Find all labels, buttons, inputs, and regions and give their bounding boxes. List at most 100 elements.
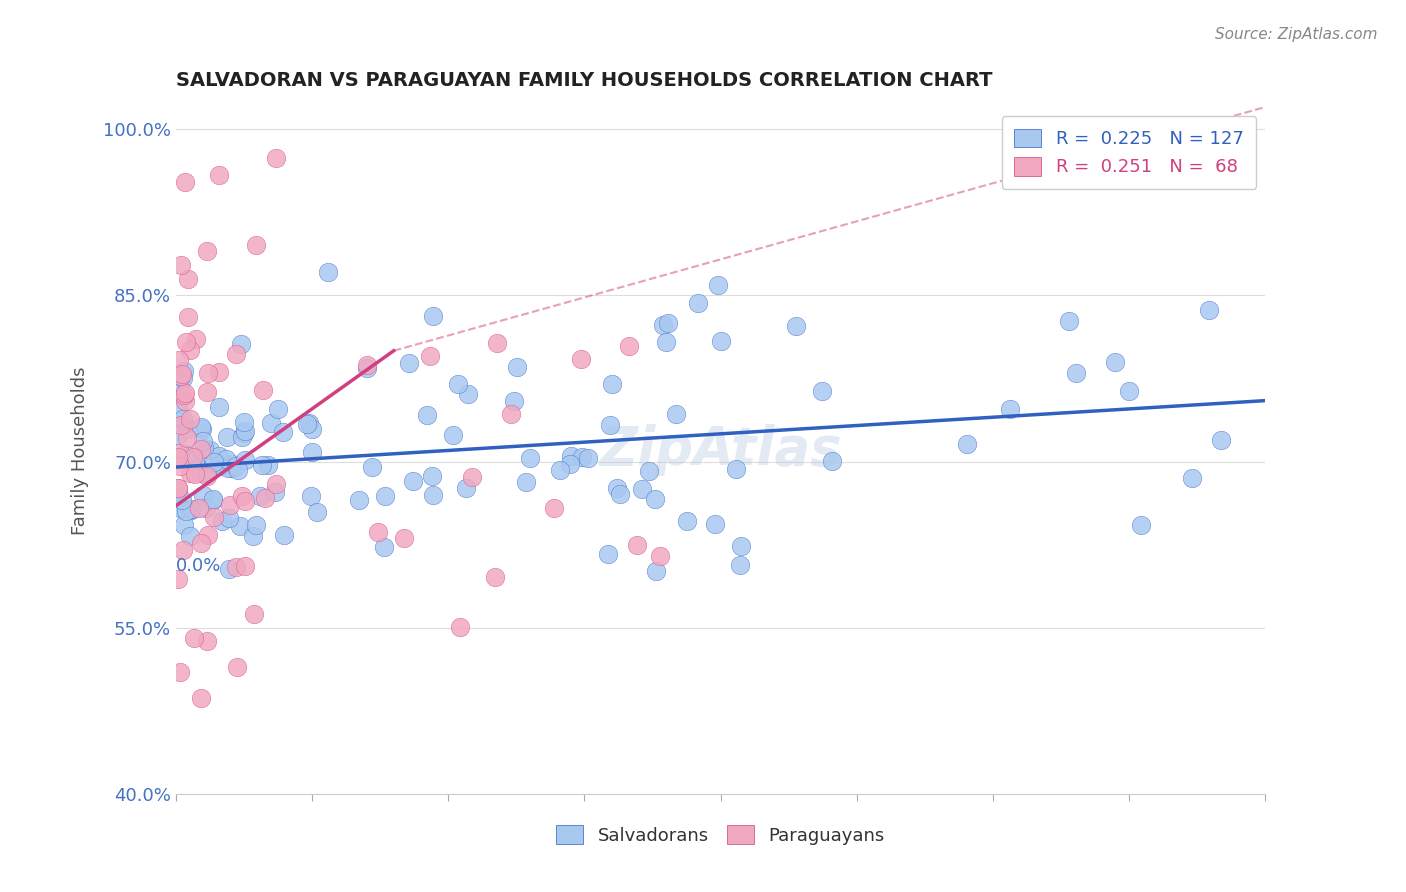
Point <box>197 528 219 542</box>
Point <box>644 564 666 578</box>
Point <box>609 487 631 501</box>
Point <box>201 492 224 507</box>
Point <box>208 401 231 415</box>
Point <box>167 428 190 442</box>
Point <box>1198 302 1220 317</box>
Point <box>548 463 571 477</box>
Point <box>167 481 190 495</box>
Point <box>422 488 444 502</box>
Point <box>730 539 752 553</box>
Point <box>208 365 231 379</box>
Point <box>169 500 191 515</box>
Point <box>188 501 211 516</box>
Point <box>195 468 218 483</box>
Point <box>225 660 247 674</box>
Point <box>543 500 565 515</box>
Point <box>172 371 194 385</box>
Point <box>267 402 290 417</box>
Point <box>167 572 190 586</box>
Point <box>195 500 218 515</box>
Point <box>250 458 273 472</box>
Point <box>367 525 389 540</box>
Point <box>242 529 264 543</box>
Point <box>221 460 243 475</box>
Point <box>208 449 231 463</box>
Point <box>626 538 648 552</box>
Point <box>392 531 415 545</box>
Point <box>232 415 254 429</box>
Point <box>441 428 464 442</box>
Point <box>174 334 197 349</box>
Point <box>190 466 212 480</box>
Point <box>233 453 256 467</box>
Point <box>167 352 190 367</box>
Point <box>503 394 526 409</box>
Point <box>596 547 619 561</box>
Point <box>571 450 593 464</box>
Point <box>180 503 202 517</box>
Point <box>201 493 224 508</box>
Point <box>602 377 624 392</box>
Point <box>398 356 420 370</box>
Point <box>820 454 842 468</box>
Point <box>558 457 581 471</box>
Point <box>169 665 191 679</box>
Point <box>447 376 470 391</box>
Point <box>225 346 247 360</box>
Point <box>644 492 666 507</box>
Point <box>188 461 211 475</box>
Point <box>190 690 212 705</box>
Point <box>179 343 201 357</box>
Point <box>186 332 208 346</box>
Point <box>190 422 212 436</box>
Point <box>231 489 253 503</box>
Point <box>177 422 200 436</box>
Point <box>1130 518 1153 533</box>
Point <box>263 485 285 500</box>
Point <box>676 515 699 529</box>
Point <box>515 475 537 489</box>
Point <box>519 450 541 465</box>
Point <box>221 457 243 471</box>
Text: 0.0%: 0.0% <box>176 557 221 575</box>
Point <box>373 541 395 555</box>
Point <box>1118 384 1140 398</box>
Point <box>208 168 231 182</box>
Point <box>657 316 679 330</box>
Point <box>454 481 477 495</box>
Point <box>264 151 287 165</box>
Point <box>169 379 191 393</box>
Legend: Salvadorans, Paraguayans: Salvadorans, Paraguayans <box>547 816 894 854</box>
Point <box>484 570 506 584</box>
Point <box>785 319 807 334</box>
Point <box>361 460 384 475</box>
Point <box>316 265 339 279</box>
Point <box>688 296 710 310</box>
Point <box>169 458 191 473</box>
Point <box>179 529 201 543</box>
Point <box>266 476 288 491</box>
Point <box>177 271 200 285</box>
Text: SALVADORAN VS PARAGUAYAN FAMILY HOUSEHOLDS CORRELATION CHART: SALVADORAN VS PARAGUAYAN FAMILY HOUSEHOL… <box>176 71 993 90</box>
Point <box>252 384 274 398</box>
Point <box>402 474 425 488</box>
Point <box>233 493 256 508</box>
Point <box>486 336 509 351</box>
Point <box>724 461 747 475</box>
Point <box>231 429 253 443</box>
Point <box>710 334 733 349</box>
Point <box>665 407 688 421</box>
Point <box>181 450 204 464</box>
Point <box>374 489 396 503</box>
Point <box>193 441 215 455</box>
Point <box>180 502 202 516</box>
Point <box>208 459 231 474</box>
Point <box>295 417 318 432</box>
Point <box>170 259 193 273</box>
Point <box>190 536 212 550</box>
Point <box>233 559 256 574</box>
Point <box>560 449 582 463</box>
Point <box>630 482 652 496</box>
Point <box>956 437 979 451</box>
Point <box>652 318 675 332</box>
